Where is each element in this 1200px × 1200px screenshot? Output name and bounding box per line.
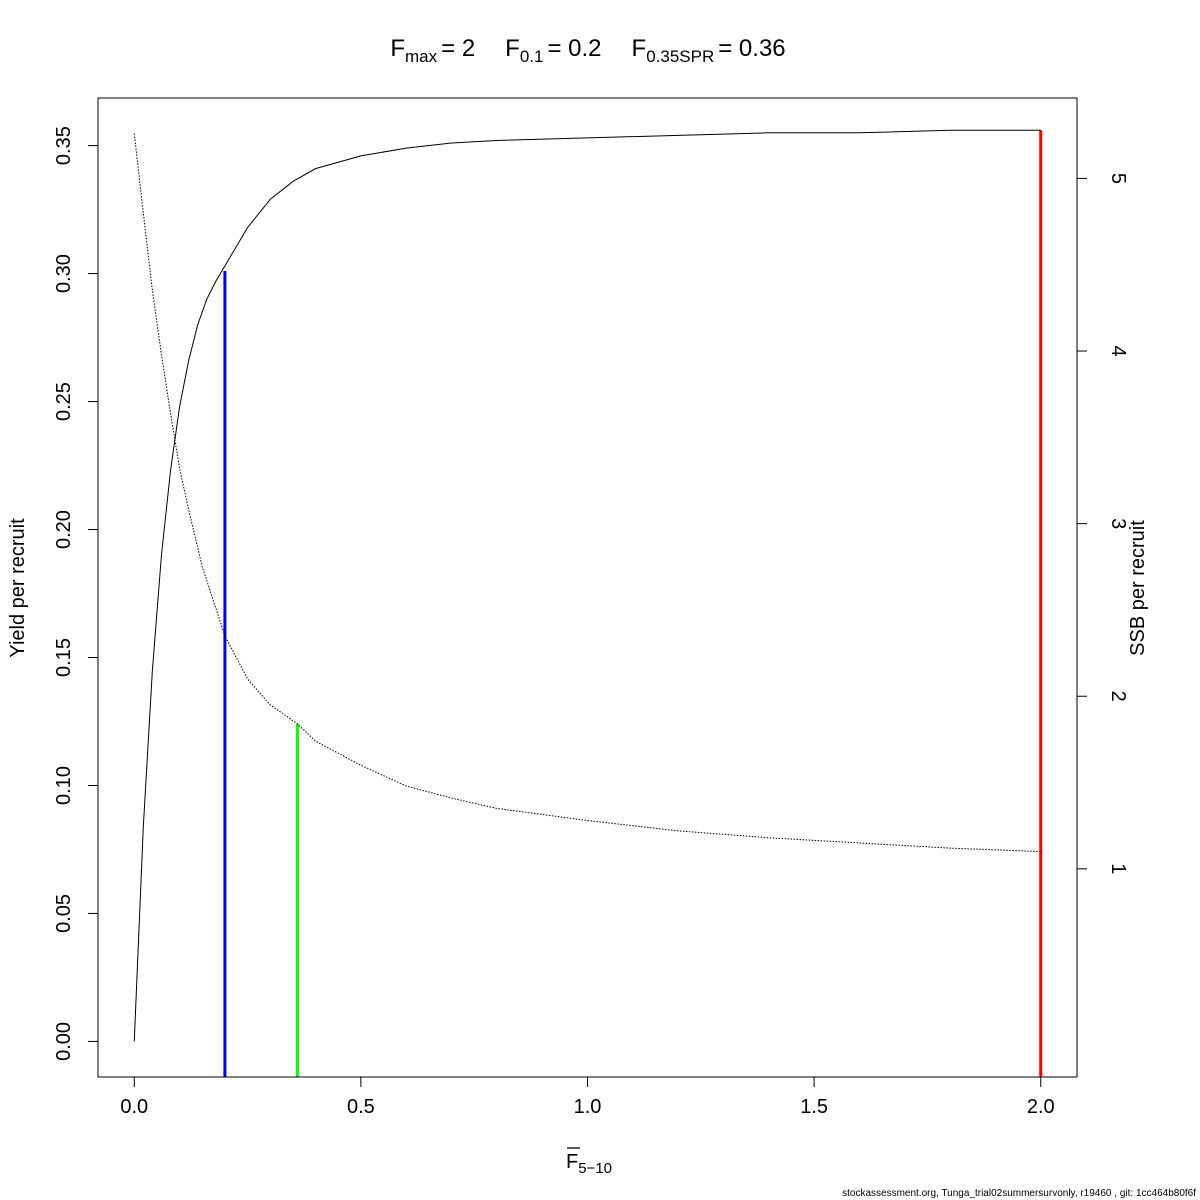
y-left-tick-label: 0.15 <box>53 638 75 677</box>
y-right-tick-label: 3 <box>1107 518 1129 529</box>
y-left-axis-label: Yield per recruit <box>7 518 29 658</box>
title-fspr-sub: 0.35SPR <box>646 47 714 66</box>
title-fmax-value: = 2 <box>441 35 475 62</box>
title-f01-sub: 0.1 <box>520 47 544 66</box>
reference-lines <box>223 130 1043 1077</box>
title-fspr-label: F <box>632 35 647 62</box>
title-fmax-label: F <box>390 35 405 62</box>
ssb-per-recruit-line <box>133 133 1041 853</box>
y-left-tick-label: 0.10 <box>53 766 75 805</box>
plot-frame <box>97 97 1078 1078</box>
title-fmax-sub: max <box>405 47 438 66</box>
y-right-tick-label: 2 <box>1107 691 1129 702</box>
y-right-tick-label: 5 <box>1107 173 1129 184</box>
title-f01-label: F <box>505 35 520 62</box>
chart-title: Fmax = 2 F0.1 = 0.2 F0.35SPR = 0.36 <box>390 35 785 66</box>
y-left-tick-label: 0.05 <box>53 894 75 933</box>
x-axis: 0.0 0.5 1.0 1.5 2.0 <box>120 1076 1055 1118</box>
title-f01-value: = 0.2 <box>547 35 601 62</box>
y-right-tick-label: 1 <box>1107 863 1129 874</box>
y-left-tick-label: 0.35 <box>53 126 75 165</box>
x-axis-label: F5−10 <box>566 1147 612 1177</box>
footer-note: stockassessment.org, Tunga_trial02summer… <box>842 1188 1196 1199</box>
x-tick-label: 1.0 <box>574 1096 602 1118</box>
series-group <box>133 129 1041 1042</box>
x-axis-label-main: F <box>566 1151 578 1173</box>
y-left-tick-label: 0.00 <box>53 1022 75 1061</box>
y-right-axis-label: SSB per recruit <box>1127 520 1149 656</box>
y-right-tick-label: 4 <box>1107 345 1129 356</box>
x-tick-label: 1.5 <box>800 1096 828 1118</box>
x-tick-label: 2.0 <box>1027 1096 1055 1118</box>
y-left-tick-label: 0.30 <box>53 254 75 293</box>
title-fspr-value: = 0.36 <box>718 35 785 62</box>
yield-per-recruit-line <box>133 129 1041 1042</box>
y-left-axis: 0.00 0.05 0.10 0.15 0.20 0.25 0.30 0.35 <box>53 126 99 1061</box>
svg-text:F5−10: F5−10 <box>566 1151 612 1177</box>
y-right-axis: 1 2 3 4 5 <box>1076 173 1129 874</box>
x-tick-label: 0.5 <box>347 1096 375 1118</box>
y-left-tick-label: 0.20 <box>53 510 75 549</box>
y-left-tick-label: 0.25 <box>53 382 75 421</box>
x-tick-label: 0.0 <box>120 1096 148 1118</box>
x-axis-label-sub: 5−10 <box>578 1160 612 1177</box>
